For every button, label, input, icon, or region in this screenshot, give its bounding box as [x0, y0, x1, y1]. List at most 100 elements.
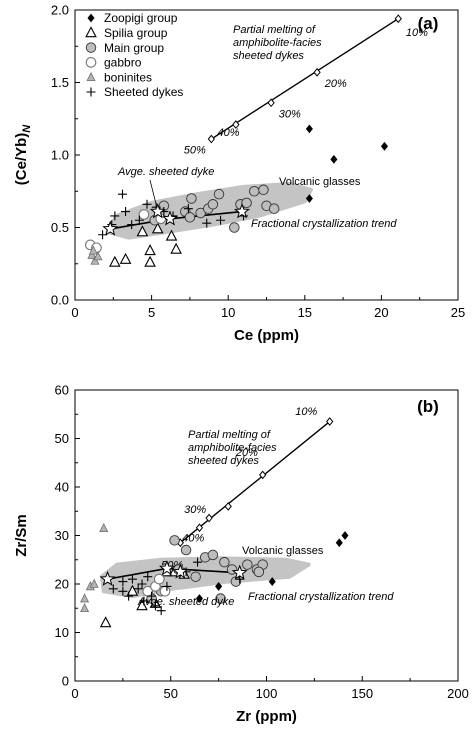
- point-diamond: [341, 531, 349, 540]
- y-tick-label: 1.5: [51, 75, 69, 90]
- y-axis-title-sub: N: [21, 124, 33, 133]
- annotation-volcanic-glasses: Volcanic glasses: [242, 545, 324, 557]
- sheeted-dyke-average-star: [162, 210, 178, 226]
- melting-curve-point: [326, 417, 334, 426]
- legend-marker-circle-gray: [85, 42, 97, 53]
- point-circle-gray: [229, 222, 240, 233]
- point-circle-gray: [207, 549, 219, 561]
- point-circle-gray: [169, 535, 180, 546]
- point-triangle-gray: [80, 593, 90, 603]
- point-circle-open: [138, 209, 150, 220]
- x-tick-label: 200: [447, 686, 469, 701]
- point-plus: [124, 591, 134, 601]
- point-circle-gray: [241, 197, 252, 209]
- annotation-partial-melting: Partial melting of: [188, 429, 271, 441]
- point-plus: [156, 606, 166, 616]
- sheeted-dyke-average-star: [172, 563, 189, 579]
- annotation-volcanic-glasses: Volcanic glasses: [279, 176, 361, 188]
- partial-melting-line: [179, 420, 331, 544]
- x-tick-label: 100: [256, 686, 278, 701]
- annotation-partial-melting: Partial melting of: [233, 24, 316, 36]
- point-circle-gray: [190, 571, 201, 582]
- melting-curve-point: [313, 67, 321, 77]
- point-plus: [117, 189, 127, 199]
- legend-marker-plus: [86, 87, 96, 97]
- sheeted-dyke-average-star: [102, 220, 119, 236]
- x-tick-label: 0: [71, 305, 78, 320]
- point-plus: [137, 579, 147, 589]
- legend-label: Main group: [104, 41, 164, 55]
- point-circle-gray: [184, 212, 196, 223]
- point-triangle: [119, 252, 132, 264]
- melting-curve-point: [205, 513, 213, 523]
- point-plus: [139, 596, 149, 606]
- point-triangle-gray: [87, 249, 97, 259]
- point-diamond: [215, 582, 223, 591]
- y-axis-title: (Ce/Yb)N: [13, 124, 33, 186]
- point-triangle: [99, 616, 112, 628]
- sheeted-dyke-average-star: [149, 203, 166, 219]
- annotation-fractional-trend: Fractional crystallization trend: [251, 218, 397, 230]
- melting-curve-point: [267, 98, 275, 108]
- point-triangle: [136, 225, 149, 237]
- legend-marker-diamond: [87, 13, 95, 23]
- melting-percent-label: 50%: [184, 145, 206, 157]
- point-triangle: [165, 229, 178, 241]
- melting-percent-label: 20%: [235, 447, 258, 459]
- point-plus: [133, 584, 143, 594]
- point-circle-gray: [213, 188, 225, 200]
- melting-curve-point: [394, 14, 402, 24]
- point-triangle-gray: [80, 602, 90, 613]
- sheeted-dyke-average-star: [158, 560, 175, 576]
- melting-percent-label: 40%: [182, 532, 204, 544]
- y-tick-label: 60: [55, 383, 69, 398]
- point-circle-gray: [248, 185, 260, 197]
- legend-label: gabbro: [104, 56, 142, 70]
- legend-marker-triangle: [85, 26, 97, 38]
- sheeted-dyke-average-star: [99, 570, 116, 586]
- point-circle-gray: [180, 544, 192, 556]
- y-axis-title: Zr/Sm: [13, 514, 30, 557]
- sheeted-dyke-average-star: [234, 203, 250, 219]
- point-triangle: [109, 255, 121, 267]
- avg-dyke-leader: [149, 179, 158, 209]
- x-tick-label: 25: [451, 305, 465, 320]
- x-tick-label: 20: [374, 305, 388, 320]
- point-circle-gray: [215, 593, 226, 604]
- point-plus: [127, 220, 137, 230]
- x-tick-label: 150: [351, 686, 373, 701]
- point-plus: [127, 574, 137, 584]
- point-plus: [150, 601, 160, 611]
- legend-label: Spilia group: [104, 26, 168, 40]
- panel-label: (a): [418, 14, 439, 33]
- legend-label: Sheeted dykes: [104, 85, 183, 99]
- y-tick-label: 2.0: [51, 3, 69, 18]
- point-plus: [193, 557, 203, 567]
- point-triangle: [151, 222, 164, 234]
- y-tick-label: 0: [62, 674, 69, 689]
- annotation-partial-melting: sheeted dykes: [188, 455, 259, 467]
- annotation-partial-melting: amphibolite-facies: [233, 37, 322, 49]
- point-diamond: [305, 124, 313, 134]
- point-triangle-gray: [89, 578, 99, 588]
- annotation-fractional-trend: Fractional crystallization trend: [248, 591, 394, 603]
- point-diamond: [330, 154, 338, 164]
- point-diamond: [335, 538, 343, 548]
- y-tick-label: 30: [55, 528, 69, 543]
- point-triangle-gray: [93, 251, 103, 261]
- point-plus: [183, 204, 193, 214]
- melting-percent-label: 20%: [324, 78, 347, 90]
- point-plus: [216, 215, 226, 225]
- melting-curve-point: [195, 523, 204, 533]
- point-diamond: [305, 194, 313, 203]
- melting-percent-label: 40%: [217, 127, 239, 139]
- point-plus: [118, 577, 128, 587]
- annotation-partial-melting: amphibolite-facies: [188, 442, 277, 454]
- x-tick-label: 0: [71, 686, 78, 701]
- point-diamond: [380, 141, 388, 151]
- sheeted-dyke-average-star: [231, 564, 248, 580]
- point-circle-open: [159, 585, 171, 597]
- partial-melting-line: [210, 18, 399, 140]
- y-tick-label: 40: [55, 480, 69, 495]
